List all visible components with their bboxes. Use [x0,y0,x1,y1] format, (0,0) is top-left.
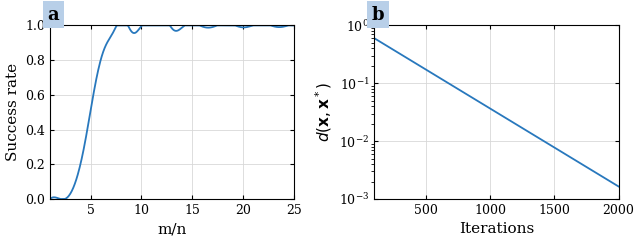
Text: b: b [372,6,385,24]
X-axis label: Iterations: Iterations [459,222,534,236]
X-axis label: m/n: m/n [157,222,187,236]
Y-axis label: Success rate: Success rate [6,63,20,161]
Y-axis label: $d(\mathbf{x},\mathbf{x}^*)$: $d(\mathbf{x},\mathbf{x}^*)$ [313,82,333,142]
Text: a: a [47,6,59,24]
